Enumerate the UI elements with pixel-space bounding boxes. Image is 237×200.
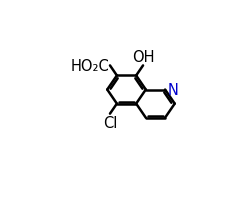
Text: Cl: Cl bbox=[103, 115, 117, 130]
Text: N: N bbox=[167, 82, 178, 97]
Text: OH: OH bbox=[132, 50, 154, 65]
Text: HO₂C: HO₂C bbox=[70, 59, 109, 74]
